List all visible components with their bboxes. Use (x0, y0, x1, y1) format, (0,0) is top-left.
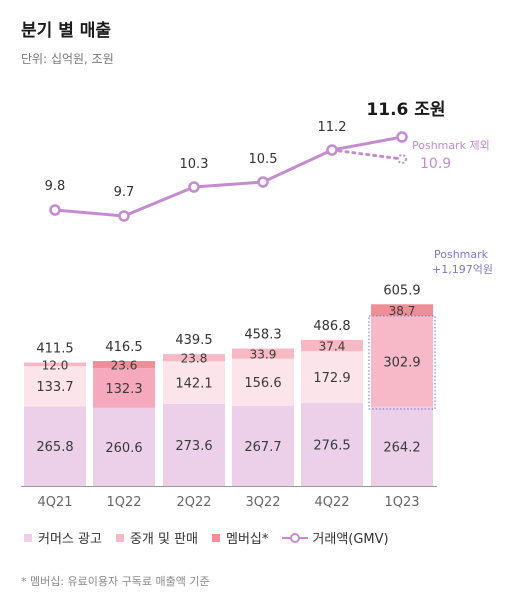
bar-commerce-ads (93, 407, 155, 486)
bar-membership (371, 304, 433, 316)
gmv-point (257, 176, 269, 188)
data-label-commerce-ads: 260.6 (105, 441, 142, 456)
gmv-excluding-poshmark-value: 10.9 (420, 156, 451, 172)
data-label-membership: 23.8 (181, 352, 208, 366)
x-tick-label: 2Q22 (176, 495, 211, 510)
data-label-commerce-ads: 276.5 (313, 439, 350, 454)
gmv-data-label: 9.7 (114, 185, 135, 200)
legend-item-commerce-ads: 커머스 광고 (24, 528, 102, 547)
x-tick-label: 4Q22 (314, 495, 349, 510)
gmv-point (188, 181, 200, 193)
gmv-excluding-poshmark-label: Poshmark 제외 (412, 139, 490, 152)
data-label-membership: 12.0 (42, 358, 69, 372)
data-label-brokerage: 172.9 (313, 371, 350, 386)
legend-swatch-commerce-ads (24, 533, 32, 542)
poshmark-annotation-line1: Poshmark (434, 248, 489, 261)
legend-label-commerce-ads: 커머스 광고 (38, 532, 102, 547)
data-label-brokerage: 133.7 (36, 380, 73, 395)
footnote: * 멤버십: 유료이용자 구독료 매출액 기준 (21, 575, 210, 588)
data-label-brokerage: 302.9 (383, 355, 420, 370)
gmv-data-label: 10.3 (180, 157, 209, 172)
data-label-total: 416.5 (105, 340, 142, 355)
legend-label-membership: 멤버십* (226, 532, 269, 547)
bar-commerce-ads (24, 406, 86, 486)
gmv-data-label: 9.8 (45, 179, 66, 194)
x-tick-label: 3Q22 (245, 495, 280, 510)
legend-swatch-brokerage (115, 533, 124, 542)
data-label-total: 605.9 (383, 283, 420, 298)
bar-membership (232, 348, 294, 359)
bar-brokerage (163, 361, 225, 404)
bar-membership (163, 354, 225, 362)
data-label-brokerage: 156.6 (244, 376, 281, 391)
legend: 커머스 광고 중개 및 판매 멤버십* 거래액(GMV) (24, 528, 403, 547)
legend-item-gmv: 거래액(GMV) (282, 528, 389, 547)
data-label-commerce-ads: 264.2 (383, 440, 420, 455)
data-label-total: 439.5 (175, 333, 212, 348)
bar-membership (301, 339, 363, 352)
gmv-data-label: 10.5 (249, 152, 278, 167)
data-label-membership: 38.7 (389, 304, 416, 318)
data-label-commerce-ads: 273.6 (175, 439, 212, 454)
data-label-membership: 23.6 (111, 359, 138, 373)
data-label-commerce-ads: 265.8 (36, 440, 73, 455)
gmv-point (326, 144, 338, 156)
gmv-line-excluding-poshmark (330, 148, 404, 161)
chart-title: 분기 별 매출 (21, 21, 112, 41)
data-label-brokerage: 142.1 (175, 377, 212, 392)
gmv-line (53, 135, 404, 218)
gmv-point-excluding-poshmark (397, 154, 407, 164)
legend-label-gmv: 거래액(GMV) (312, 532, 389, 547)
data-label-total: 411.5 (36, 342, 73, 357)
data-label-commerce-ads: 267.7 (244, 440, 281, 455)
x-tick-label: 4Q21 (37, 495, 72, 510)
data-label-total: 458.3 (244, 328, 281, 343)
bar-brokerage (371, 315, 433, 407)
poshmark-annotation-line2: +1,197억원 (432, 263, 493, 276)
bar-membership (93, 361, 155, 369)
x-tick-label: 1Q23 (384, 495, 419, 510)
bar-commerce-ads (301, 403, 363, 486)
legend-swatch-membership (212, 533, 221, 542)
legend-item-brokerage: 중개 및 판매 (115, 528, 199, 547)
legend-label-brokerage: 중개 및 판매 (129, 532, 199, 547)
unit-label: 단위: 십억원, 조원 (21, 52, 114, 66)
legend-item-membership: 멤버십* (212, 528, 268, 547)
data-label-membership: 33.9 (250, 348, 277, 362)
bar-membership (24, 362, 86, 367)
bar-brokerage (24, 366, 86, 407)
bar-brokerage (232, 358, 294, 406)
gmv-data-label: 11.2 (318, 120, 347, 135)
x-tick-label: 1Q22 (106, 495, 141, 510)
gmv-data-label: 11.6 조원 (366, 100, 445, 120)
data-label-membership: 37.4 (319, 340, 346, 354)
bar-commerce-ads (232, 405, 294, 486)
legend-swatch-gmv (282, 532, 309, 543)
poshmark-outline (368, 315, 436, 410)
bar-brokerage (301, 351, 363, 404)
gmv-point (49, 204, 61, 216)
gmv-point (118, 210, 130, 222)
bar-brokerage (93, 368, 155, 408)
bar-commerce-ads (163, 403, 225, 486)
data-label-total: 486.8 (313, 319, 350, 334)
data-label-brokerage: 132.3 (105, 382, 142, 397)
bar-commerce-ads (371, 406, 433, 486)
gmv-point (396, 131, 408, 143)
